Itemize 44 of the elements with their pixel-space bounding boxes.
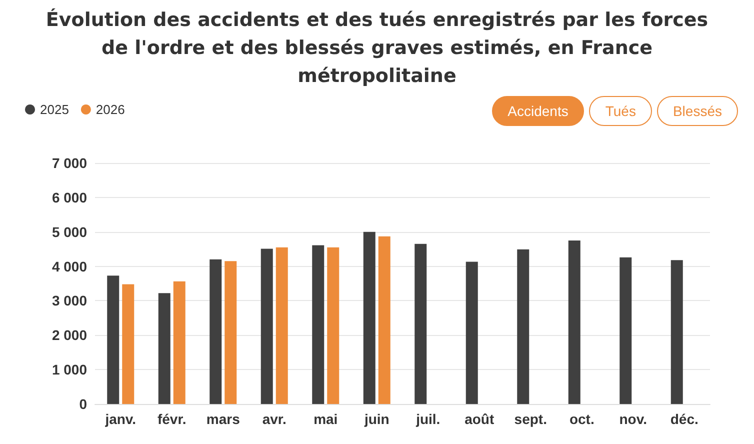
- x-tick-label: juil.: [415, 411, 440, 427]
- bar: [276, 247, 288, 404]
- bar: [568, 240, 580, 404]
- toggle-button[interactable]: Tués: [589, 96, 652, 126]
- bar: [173, 281, 186, 404]
- y-tick-label: 1 000: [52, 362, 88, 378]
- bar: [363, 232, 376, 404]
- y-tick-label: 0: [79, 396, 88, 412]
- x-tick-label: mai: [314, 411, 338, 427]
- x-tick-label: août: [464, 411, 494, 427]
- bar: [122, 284, 134, 404]
- chart-title: Évolution des accidents et des tués enregistrés par les forces de l'ordre et des blessés graves estimés, en France métropolitaine: [44, 7, 710, 89]
- bar: [620, 257, 632, 404]
- x-tick-label: févr.: [157, 411, 186, 427]
- x-tick-label: sept.: [514, 411, 547, 427]
- toggle-button[interactable]: Accidents: [492, 96, 584, 126]
- y-tick-label: 5 000: [52, 224, 88, 240]
- x-tick-label: déc.: [670, 411, 698, 427]
- bar: [414, 244, 427, 404]
- bar: [312, 245, 324, 404]
- bar: [210, 259, 222, 404]
- legend-label: 2026: [96, 102, 125, 117]
- y-tick-label: 7 000: [52, 155, 88, 171]
- y-tick-label: 6 000: [52, 189, 88, 206]
- x-tick-label: juin: [363, 411, 390, 427]
- bar: [517, 249, 530, 404]
- x-tick-label: avr.: [262, 411, 286, 427]
- bar: [378, 236, 390, 404]
- bar: [158, 293, 170, 404]
- x-tick-label: janv.: [104, 411, 136, 427]
- bar: [327, 247, 340, 404]
- toggle-button[interactable]: Blessés: [656, 96, 738, 126]
- bar: [466, 262, 478, 404]
- y-tick-label: 2 000: [52, 327, 88, 344]
- bar: [670, 260, 683, 404]
- x-tick-label: oct.: [569, 411, 594, 427]
- y-tick-label: 4 000: [52, 258, 88, 274]
- y-tick-label: 3 000: [52, 292, 88, 309]
- legend-label: 2025: [40, 102, 69, 117]
- bar: [107, 276, 120, 404]
- bar: [224, 261, 237, 404]
- x-tick-label: mars: [206, 411, 240, 427]
- bar: [260, 248, 273, 404]
- x-tick-label: nov.: [619, 411, 647, 427]
